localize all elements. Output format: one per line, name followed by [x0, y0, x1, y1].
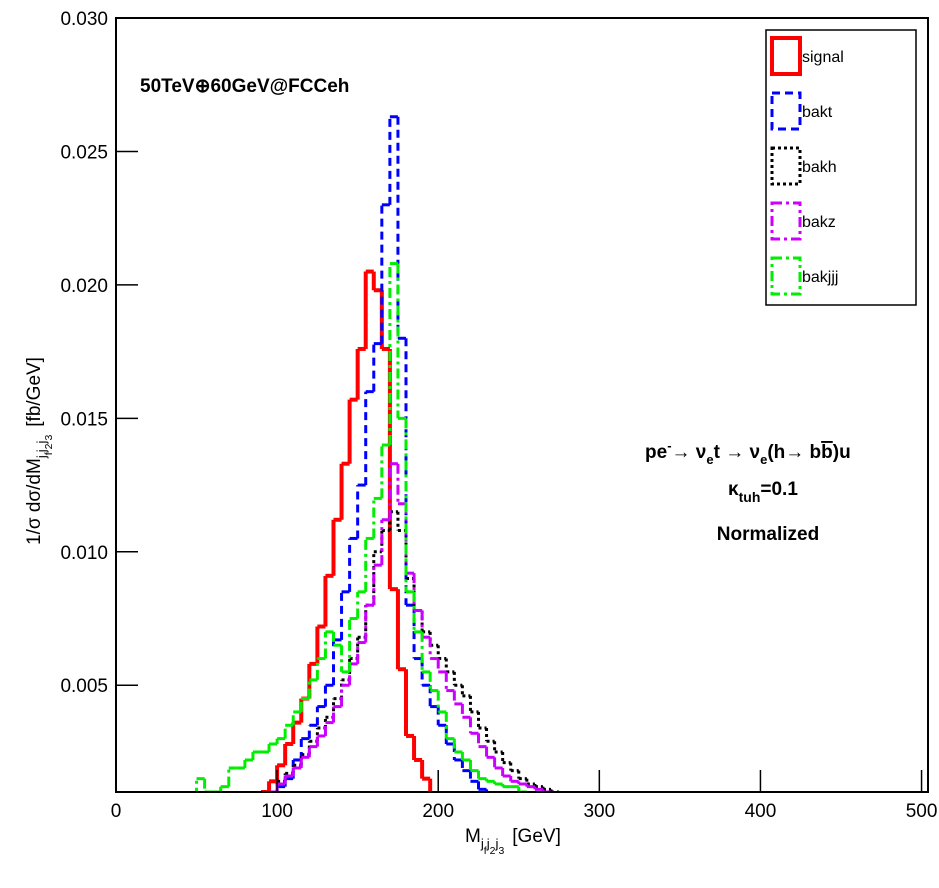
- x-axis-label-part: f: [484, 846, 487, 857]
- process-part: )u: [833, 442, 851, 463]
- legend-label: bakt: [802, 104, 833, 121]
- coupling-part: =0.1: [760, 479, 798, 500]
- beam-label: 50TeV⊕60GeV@FCCeh: [140, 76, 349, 97]
- x-axis-label-part: M: [465, 826, 481, 847]
- process-part: pe: [645, 442, 667, 463]
- legend-label: signal: [802, 49, 844, 66]
- coupling-part: tuh: [739, 489, 761, 505]
- y-axis-label-part: 3: [44, 435, 55, 441]
- y-tick-label: 0.025: [60, 142, 108, 163]
- process-part: -: [667, 438, 671, 453]
- x-axis-label-part: 2: [490, 846, 496, 857]
- x-tick-label: 500: [906, 801, 938, 822]
- process-part: e: [760, 452, 767, 467]
- y-axis-label-part: j: [34, 441, 49, 445]
- x-axis-label-part: [GeV]: [512, 826, 561, 847]
- process-part: b: [821, 442, 833, 463]
- norm-label: Normalized: [717, 524, 819, 545]
- x-axis-label-part: j: [486, 836, 490, 851]
- y-tick-label: 0.020: [60, 276, 108, 297]
- y-tick-label: 0.030: [60, 9, 108, 30]
- legend-swatch: [770, 201, 802, 241]
- x-axis-label-part: j: [494, 836, 498, 851]
- y-tick-label: 0.015: [60, 409, 108, 430]
- legend-swatch: [770, 146, 802, 186]
- legend-swatch: [770, 256, 802, 296]
- x-tick-label: 200: [422, 801, 454, 822]
- legend-label: bakh: [802, 159, 837, 176]
- y-axis-label-part: j: [34, 455, 49, 459]
- y-tick-label: 0.005: [60, 676, 108, 697]
- legend-label: bakjjj: [802, 269, 838, 286]
- x-axis-label-part: j: [480, 836, 484, 851]
- x-tick-label: 400: [745, 801, 777, 822]
- coupling-label: κtuh=0.1: [728, 479, 798, 505]
- x-tick-label: 100: [261, 801, 293, 822]
- process-part: (h→ b: [767, 442, 821, 463]
- y-axis-label-part: [fb/GeV]: [24, 357, 45, 427]
- y-axis-label-part: j: [34, 449, 49, 453]
- y-axis-label-part: f: [44, 452, 55, 455]
- y-tick-label: 0.010: [60, 543, 108, 564]
- x-tick-label: 300: [583, 801, 615, 822]
- x-axis-label-part: 3: [498, 846, 504, 857]
- legend-box: [765, 29, 917, 306]
- coupling-part: κ: [728, 479, 739, 500]
- y-axis-label: 1/σ dσ/dMjfj2j3[fb/GeV]: [24, 357, 55, 545]
- process-label: pe-→ νet → νe(h→ bb)u: [645, 438, 851, 467]
- plot-area: [195, 115, 560, 792]
- process-part: → ν: [672, 442, 707, 463]
- y-axis-label-part: 2: [44, 443, 55, 449]
- process-part: e: [706, 452, 713, 467]
- y-axis-label-part: 1/σ dσ/dM: [24, 458, 45, 545]
- x-tick-label: 0: [111, 801, 122, 822]
- x-axis-label: Mjfj2j3[GeV]: [465, 826, 561, 857]
- frame: [115, 17, 929, 793]
- legend-label: bakz: [802, 214, 836, 231]
- process-part: t → ν: [714, 442, 760, 463]
- legend-swatch: [770, 36, 802, 76]
- legend-swatch: [770, 91, 802, 131]
